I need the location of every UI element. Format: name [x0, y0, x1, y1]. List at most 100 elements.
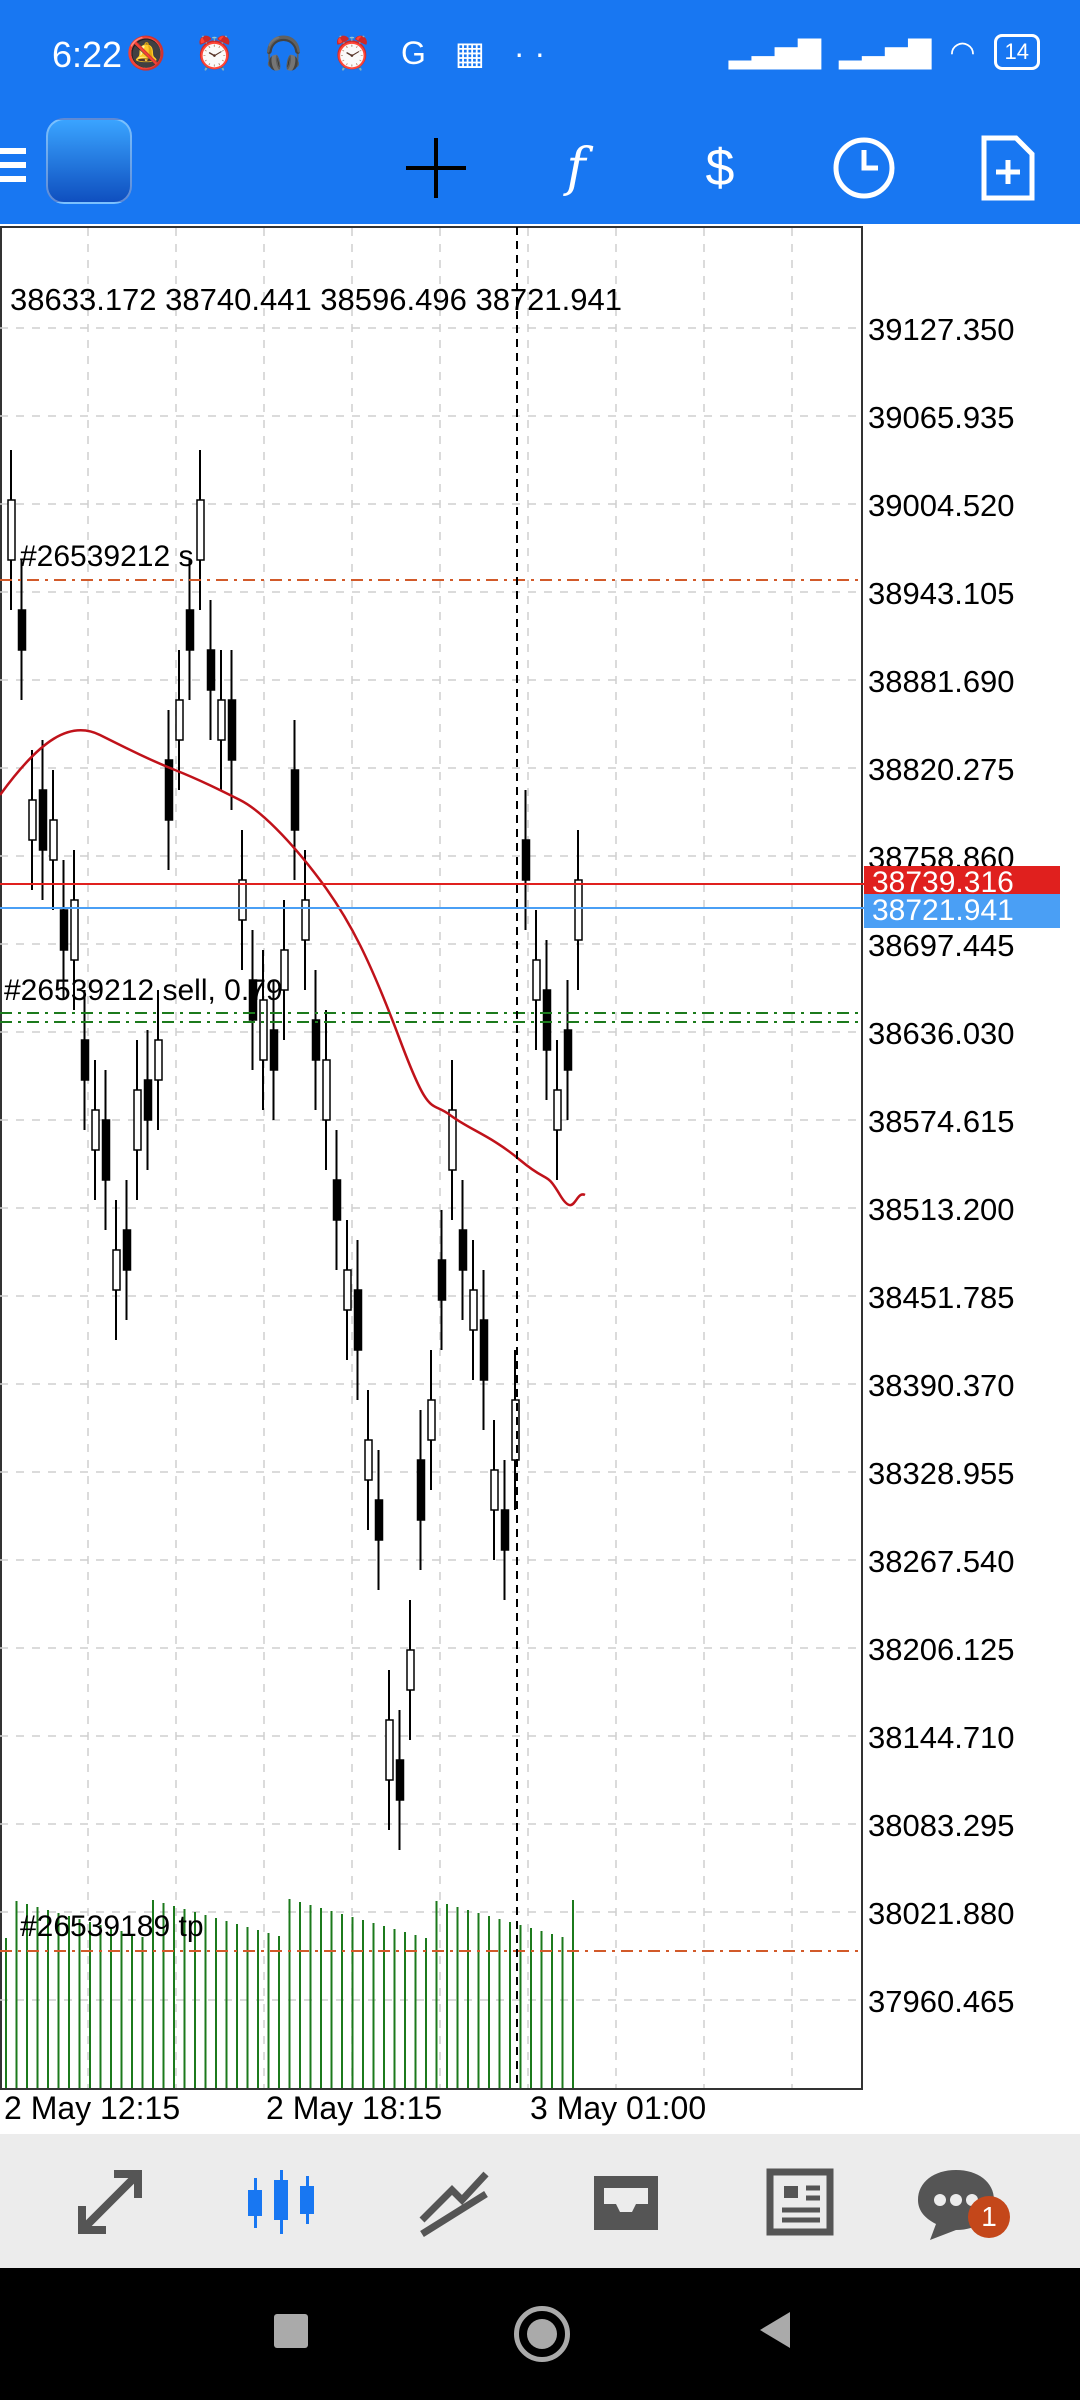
price-axis-label: 38206.125	[868, 1632, 1015, 1667]
candle-body	[437, 1259, 447, 1301]
order-label[interactable]: #26539212 s	[20, 540, 194, 573]
candle-body	[133, 1089, 142, 1151]
candle-body	[553, 1089, 562, 1131]
calendar-icon: ▦	[454, 35, 495, 71]
candle-body	[542, 989, 552, 1051]
candle-body	[196, 499, 205, 561]
inbox-icon[interactable]	[584, 2160, 668, 2244]
candle-body	[448, 1109, 457, 1171]
order-label[interactable]: #26539189 tp	[20, 1910, 204, 1943]
price-axis-label: 38881.690	[868, 664, 1015, 699]
status-notification-icons: 🔕 ⏰ 🎧 ⏰ G ▦ ··	[126, 34, 555, 72]
menu-icon[interactable]	[0, 140, 26, 196]
candle-body	[301, 899, 310, 941]
candle-body	[269, 1029, 279, 1071]
status-time: 6:22	[52, 34, 123, 75]
price-axis-label: 38636.030	[868, 1016, 1015, 1051]
signal-icon: ▂▃▅▇	[839, 35, 932, 69]
candle-body	[238, 879, 247, 921]
candle-body	[395, 1759, 405, 1801]
candle-body	[175, 699, 184, 741]
price-axis-label: 38513.200	[868, 1192, 1015, 1227]
candle-body	[280, 949, 289, 991]
candle-body	[332, 1179, 342, 1221]
price-chart[interactable]: 38633.172 38740.441 38596.496 38721.941 …	[0, 224, 1080, 2134]
candle-body	[259, 999, 268, 1061]
price-axis-label: 38083.295	[868, 1808, 1015, 1843]
candle-body	[532, 959, 541, 1001]
home-button[interactable]	[514, 2306, 570, 2362]
price-axis-label: 39065.935	[868, 400, 1015, 435]
chat-badge: 1	[968, 2196, 1010, 2238]
candle-body	[154, 1039, 163, 1081]
mute-icon: 🔕	[126, 35, 176, 71]
new-order-icon[interactable]	[972, 132, 1044, 204]
candle-body	[49, 819, 58, 861]
recent-apps-button[interactable]	[274, 2314, 308, 2348]
price-axis-label: 39127.350	[868, 312, 1015, 347]
price-axis-label: 38820.275	[868, 752, 1015, 787]
candle-body	[416, 1459, 426, 1521]
candle-body	[322, 1059, 331, 1121]
back-button[interactable]	[760, 2312, 790, 2348]
chart-canvas[interactable]	[0, 224, 1080, 2134]
candle-body	[17, 609, 27, 651]
candle-body	[290, 769, 300, 831]
candle-body	[28, 799, 37, 841]
trendline-icon[interactable]	[412, 2160, 496, 2244]
candle-body	[248, 979, 258, 1021]
candle-body	[521, 839, 531, 881]
chart-icon[interactable]	[240, 2160, 324, 2244]
candle-body	[143, 1079, 153, 1121]
candle-body	[101, 1119, 111, 1181]
crosshair-icon[interactable]	[400, 132, 472, 204]
candle-body	[38, 789, 48, 851]
candle-body	[7, 499, 16, 561]
bottom-navigation	[0, 2134, 1080, 2268]
bid-price-tag: 38721.941	[864, 894, 1060, 928]
alarm-icon: ⏰	[194, 35, 245, 71]
candle-body	[563, 1029, 573, 1071]
price-axis-label: 38451.785	[868, 1280, 1015, 1315]
price-axis-label: 38697.445	[868, 928, 1015, 963]
signal-icon: ▂▃▅▇	[728, 35, 822, 69]
status-system-icons: ▂▃▅▇ ▂▃▅▇ ◠ 14	[729, 34, 1040, 70]
candle-body	[353, 1289, 363, 1351]
candle-body	[112, 1249, 121, 1291]
candle-body	[122, 1229, 132, 1271]
candle-body	[206, 649, 216, 691]
candle-body	[70, 899, 79, 961]
candle-body	[374, 1499, 384, 1541]
time-axis-label: 3 May 01:00	[530, 2090, 707, 2126]
candle-body	[500, 1509, 510, 1551]
clock-icon[interactable]	[828, 132, 900, 204]
news-icon[interactable]	[756, 2160, 840, 2244]
price-axis-label: 38267.540	[868, 1544, 1015, 1579]
candle-body	[479, 1319, 489, 1381]
ohlc-readout: 38633.172 38740.441 38596.496 38721.941	[10, 282, 622, 317]
price-axis-label: 38390.370	[868, 1368, 1015, 1403]
price-axis-label: 38144.710	[868, 1720, 1015, 1755]
time-axis-label: 2 May 18:15	[266, 2090, 443, 2126]
candle-body	[227, 699, 237, 761]
candle-body	[164, 759, 174, 821]
app-logo[interactable]	[46, 118, 132, 204]
candle-body	[311, 1019, 321, 1061]
moving-average-line	[0, 729, 586, 1207]
time-axis-label: 2 May 12:15	[4, 2090, 181, 2126]
price-axis-label: 38574.615	[868, 1104, 1015, 1139]
price-axis-label: 38943.105	[868, 576, 1015, 611]
more-icon: ··	[513, 35, 556, 71]
currency-change-icon[interactable]: $	[705, 139, 735, 197]
trade-icon[interactable]	[68, 2160, 152, 2244]
candle-body	[511, 1399, 520, 1461]
wifi-icon: ◠	[949, 35, 976, 69]
status-bar: 6:22 🔕 ⏰ 🎧 ⏰ G ▦ ·· ▂▃▅▇ ▂▃▅▇ ◠ 14	[0, 0, 1080, 112]
candle-body	[217, 699, 226, 741]
order-label[interactable]: #26539212 sell, 0.79	[4, 974, 283, 1007]
headset-icon: 🎧	[263, 35, 314, 71]
candle-body	[574, 879, 583, 941]
price-axis-label: 38021.880	[868, 1896, 1015, 1931]
function-icon[interactable]: f	[566, 138, 586, 198]
candle-body	[59, 909, 69, 951]
